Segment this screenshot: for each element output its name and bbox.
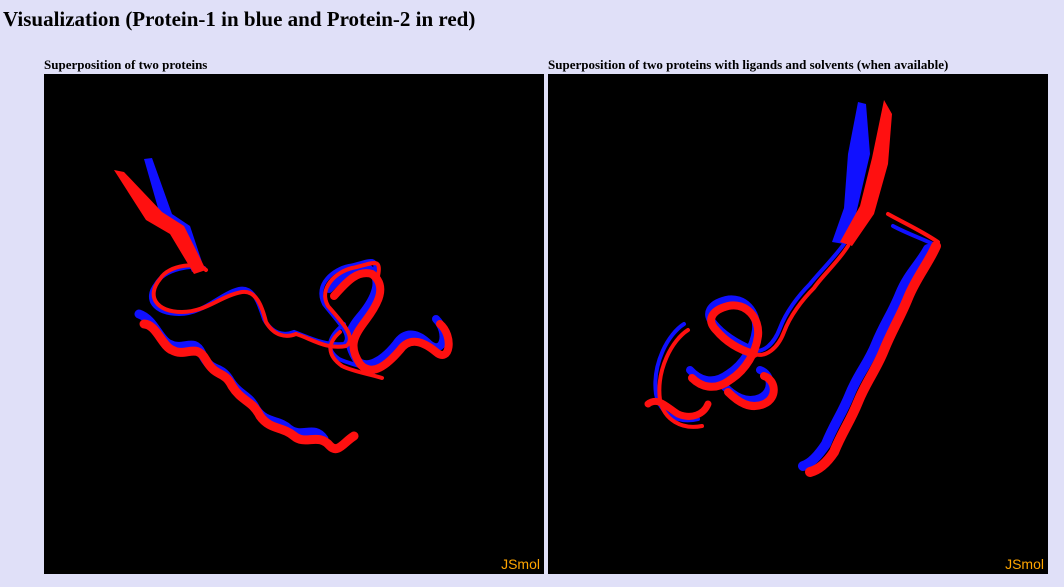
left-protein-superposition-render [114, 158, 453, 454]
jsmol-logo-right[interactable]: JSmol [1005, 556, 1044, 572]
jsmol-logo-left[interactable]: JSmol [501, 556, 540, 572]
left-panel-caption: Superposition of two proteins [44, 57, 208, 72]
page-title: Visualization (Protein-1 in blue and Pro… [3, 7, 476, 31]
right-molecule-viewer[interactable]: JSmol [548, 74, 1048, 574]
right-panel-caption: Superposition of two proteins with ligan… [548, 57, 949, 72]
left-molecule-viewer[interactable]: JSmol [44, 74, 544, 574]
right-protein-superposition-render [644, 100, 941, 477]
